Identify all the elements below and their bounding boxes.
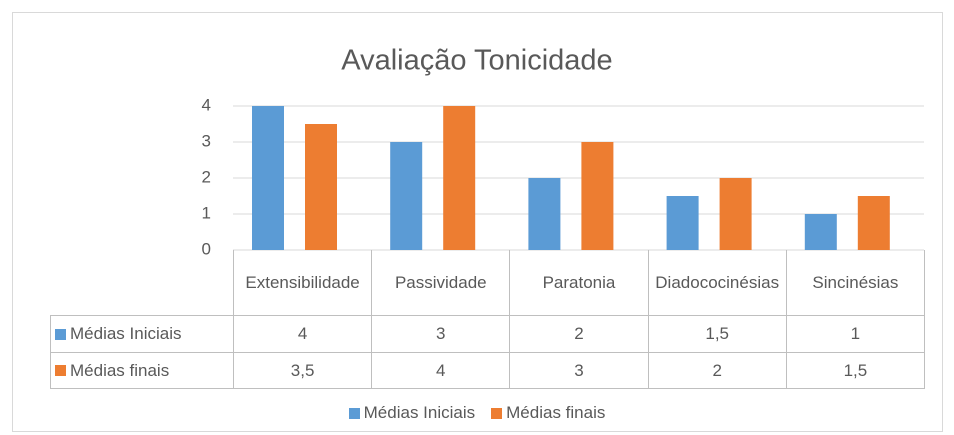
- legend-key: [55, 328, 66, 340]
- legend-key: [348, 407, 360, 419]
- table-cell: 1,5: [647, 315, 787, 353]
- table-cell: 3: [371, 315, 511, 353]
- legend-item: Médias finais: [491, 400, 605, 426]
- bar: [666, 196, 699, 250]
- y-tick-label: 3: [202, 131, 211, 150]
- bar: [252, 106, 284, 250]
- bar: [719, 178, 752, 250]
- y-tick-label: 4: [202, 95, 211, 114]
- bar: [857, 196, 890, 250]
- table-row-header: Médias Iniciais: [50, 315, 234, 353]
- table-cell: 2: [647, 352, 787, 389]
- table-cell: 3: [509, 352, 649, 389]
- bar: [305, 124, 337, 250]
- legend: Médias Iniciais Médias finais: [0, 400, 954, 426]
- category-cell: Paratonia: [509, 250, 649, 316]
- table-cell: 1,5: [785, 352, 925, 389]
- table-cell: 4: [233, 315, 373, 353]
- table-cell: 1: [785, 315, 925, 353]
- legend-label: Médias finais: [506, 403, 606, 423]
- legend-item: Médias Iniciais: [348, 400, 476, 426]
- y-tick-label: 1: [202, 203, 211, 222]
- category-cell: Extensibilidade: [233, 250, 373, 316]
- legend-label: Médias Iniciais: [363, 403, 476, 423]
- series-name: Médias Iniciais: [70, 324, 182, 344]
- chart-border: [12, 12, 943, 432]
- bar: [390, 142, 423, 250]
- chart-title: Avaliação Tonicidade: [341, 45, 612, 77]
- table-cell: 2: [509, 315, 649, 353]
- series-name: Médias finais: [70, 360, 170, 380]
- category-cell: Diadococinésias: [647, 250, 787, 316]
- y-tick-label: 2: [202, 167, 211, 186]
- category-cell: Sincinésias: [785, 250, 925, 316]
- bar: [528, 178, 561, 250]
- bar: [804, 214, 837, 250]
- bar: [581, 142, 614, 250]
- y-tick-label: 0: [202, 239, 211, 258]
- bar: [443, 106, 476, 250]
- legend-key: [491, 407, 503, 419]
- table-cell: 4: [371, 352, 511, 389]
- legend-key: [55, 365, 66, 376]
- table-row-header: Médias finais: [50, 352, 234, 389]
- category-cell: Passividade: [371, 250, 511, 316]
- table-cell: 3,5: [233, 352, 373, 389]
